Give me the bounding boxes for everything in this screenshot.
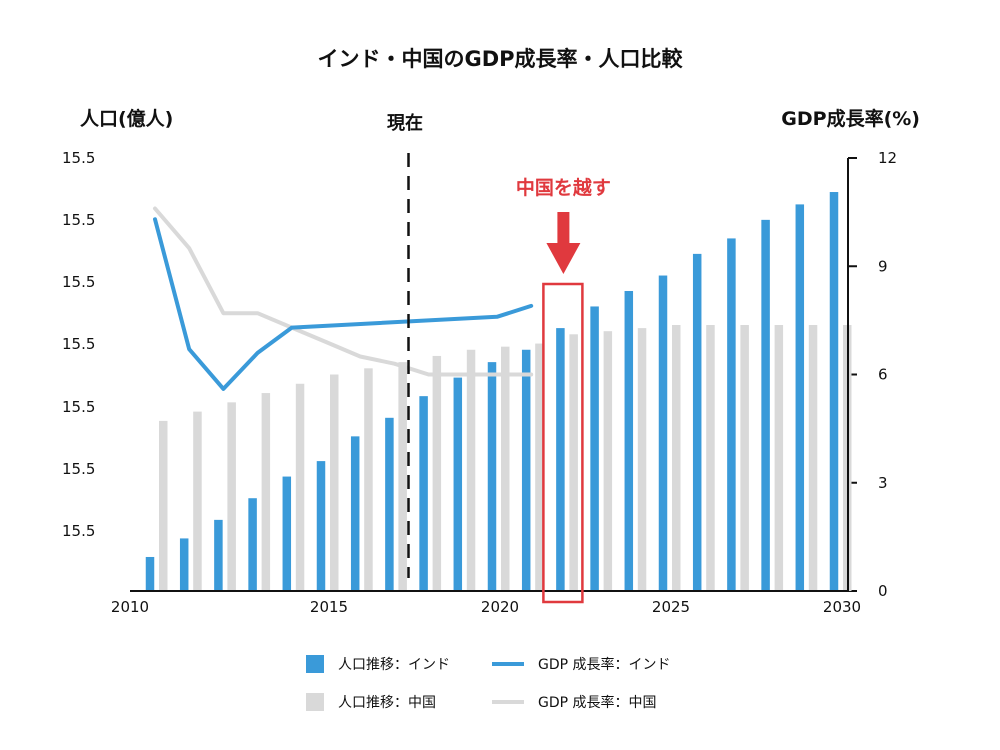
legend-label: 人口推移：インド (338, 657, 450, 673)
left-axis-title: 人口(億人) (80, 107, 173, 130)
right-tick-label: 0 (878, 582, 888, 600)
line-china-gdp-growth (153, 206, 534, 377)
line-india-gdp-growth (153, 217, 534, 391)
left-tick-label: 15.5 (62, 273, 95, 291)
bar-china-population (706, 325, 715, 591)
legend-label: GDP 成長率：中国 (538, 694, 657, 711)
bar-india-population (179, 538, 189, 591)
bar-india-population (795, 204, 805, 591)
bar-india-population (829, 192, 839, 591)
bar-china-population (637, 328, 647, 591)
right-axis-title: GDP成長率(%) (781, 107, 920, 130)
right-tick-label: 9 (878, 257, 888, 275)
right-tick-label: 12 (878, 149, 897, 167)
right-axis-ticks: 0 3 6 9 12 (848, 149, 897, 600)
line-series (153, 206, 534, 391)
bar-china-population (193, 411, 202, 591)
left-axis-ticks: 15.5 15.5 15.5 15.5 15.5 15.5 15.5 (62, 149, 95, 540)
left-tick-label: 15.5 (62, 398, 95, 416)
left-tick-label: 15.5 (62, 460, 95, 478)
callout-label: 中国を越す (516, 176, 611, 199)
bar-india-population (419, 396, 428, 591)
bar-india-population (316, 461, 326, 591)
bar-china-population (432, 355, 442, 591)
bar-india-population (385, 417, 394, 591)
bar-india-population (590, 306, 599, 591)
bar-india-population (692, 253, 702, 591)
bar-china-population (774, 325, 784, 591)
bar-india-population (624, 290, 634, 591)
highlight-box (542, 282, 584, 604)
legend-swatch-china-population (306, 693, 324, 711)
x-tick-label: 2010 (111, 598, 149, 616)
x-tick-label: 2025 (652, 598, 690, 616)
bar-china-population (535, 343, 544, 591)
bar-india-population (214, 519, 223, 591)
bar-china-population (808, 325, 818, 591)
legend-label: 人口推移：中国 (338, 695, 436, 711)
left-tick-label: 15.5 (62, 149, 95, 167)
bar-india-population (282, 476, 292, 591)
bar-china-population (466, 349, 476, 591)
left-tick-label: 15.5 (62, 335, 95, 353)
bar-china-population (501, 346, 510, 591)
bar-china-population (330, 374, 339, 591)
bar-india-population (145, 556, 155, 591)
bar-china-population (398, 362, 407, 591)
bar-china-population (295, 383, 305, 591)
right-tick-label: 3 (878, 474, 888, 492)
legend-swatch-india-population (306, 655, 324, 673)
bar-india-population (487, 362, 497, 591)
bar-india-population (556, 328, 565, 591)
legend-label: GDP 成長率：インド (538, 656, 671, 673)
callout-arrow-icon (546, 212, 581, 274)
bar-india-population (248, 498, 257, 591)
bar-china-population (603, 331, 613, 591)
bar-india-population (658, 275, 668, 591)
x-tick-label: 2030 (823, 598, 861, 616)
bar-india-population (727, 238, 736, 591)
bar-china-population (569, 334, 578, 591)
x-axis-ticks: 2010 2015 2020 2025 2030 (111, 598, 861, 616)
bar-series (145, 192, 852, 591)
bar-china-population (261, 393, 271, 591)
left-tick-label: 15.5 (62, 211, 95, 229)
bar-china-population (364, 368, 373, 591)
right-tick-label: 6 (878, 366, 888, 384)
x-tick-label: 2020 (481, 598, 519, 616)
bar-india-population (761, 219, 770, 591)
bar-china-population (159, 420, 168, 591)
bar-india-population (453, 377, 463, 591)
chart-title: インド・中国のGDP成長率・人口比較 (317, 47, 683, 71)
bar-india-population (521, 349, 531, 591)
now-label: 現在 (387, 112, 423, 134)
left-tick-label: 15.5 (62, 522, 95, 540)
bar-china-population (672, 325, 681, 591)
bar-india-population (350, 436, 360, 591)
bar-china-population (227, 402, 236, 591)
x-tick-label: 2015 (310, 598, 348, 616)
bar-china-population (740, 325, 749, 591)
